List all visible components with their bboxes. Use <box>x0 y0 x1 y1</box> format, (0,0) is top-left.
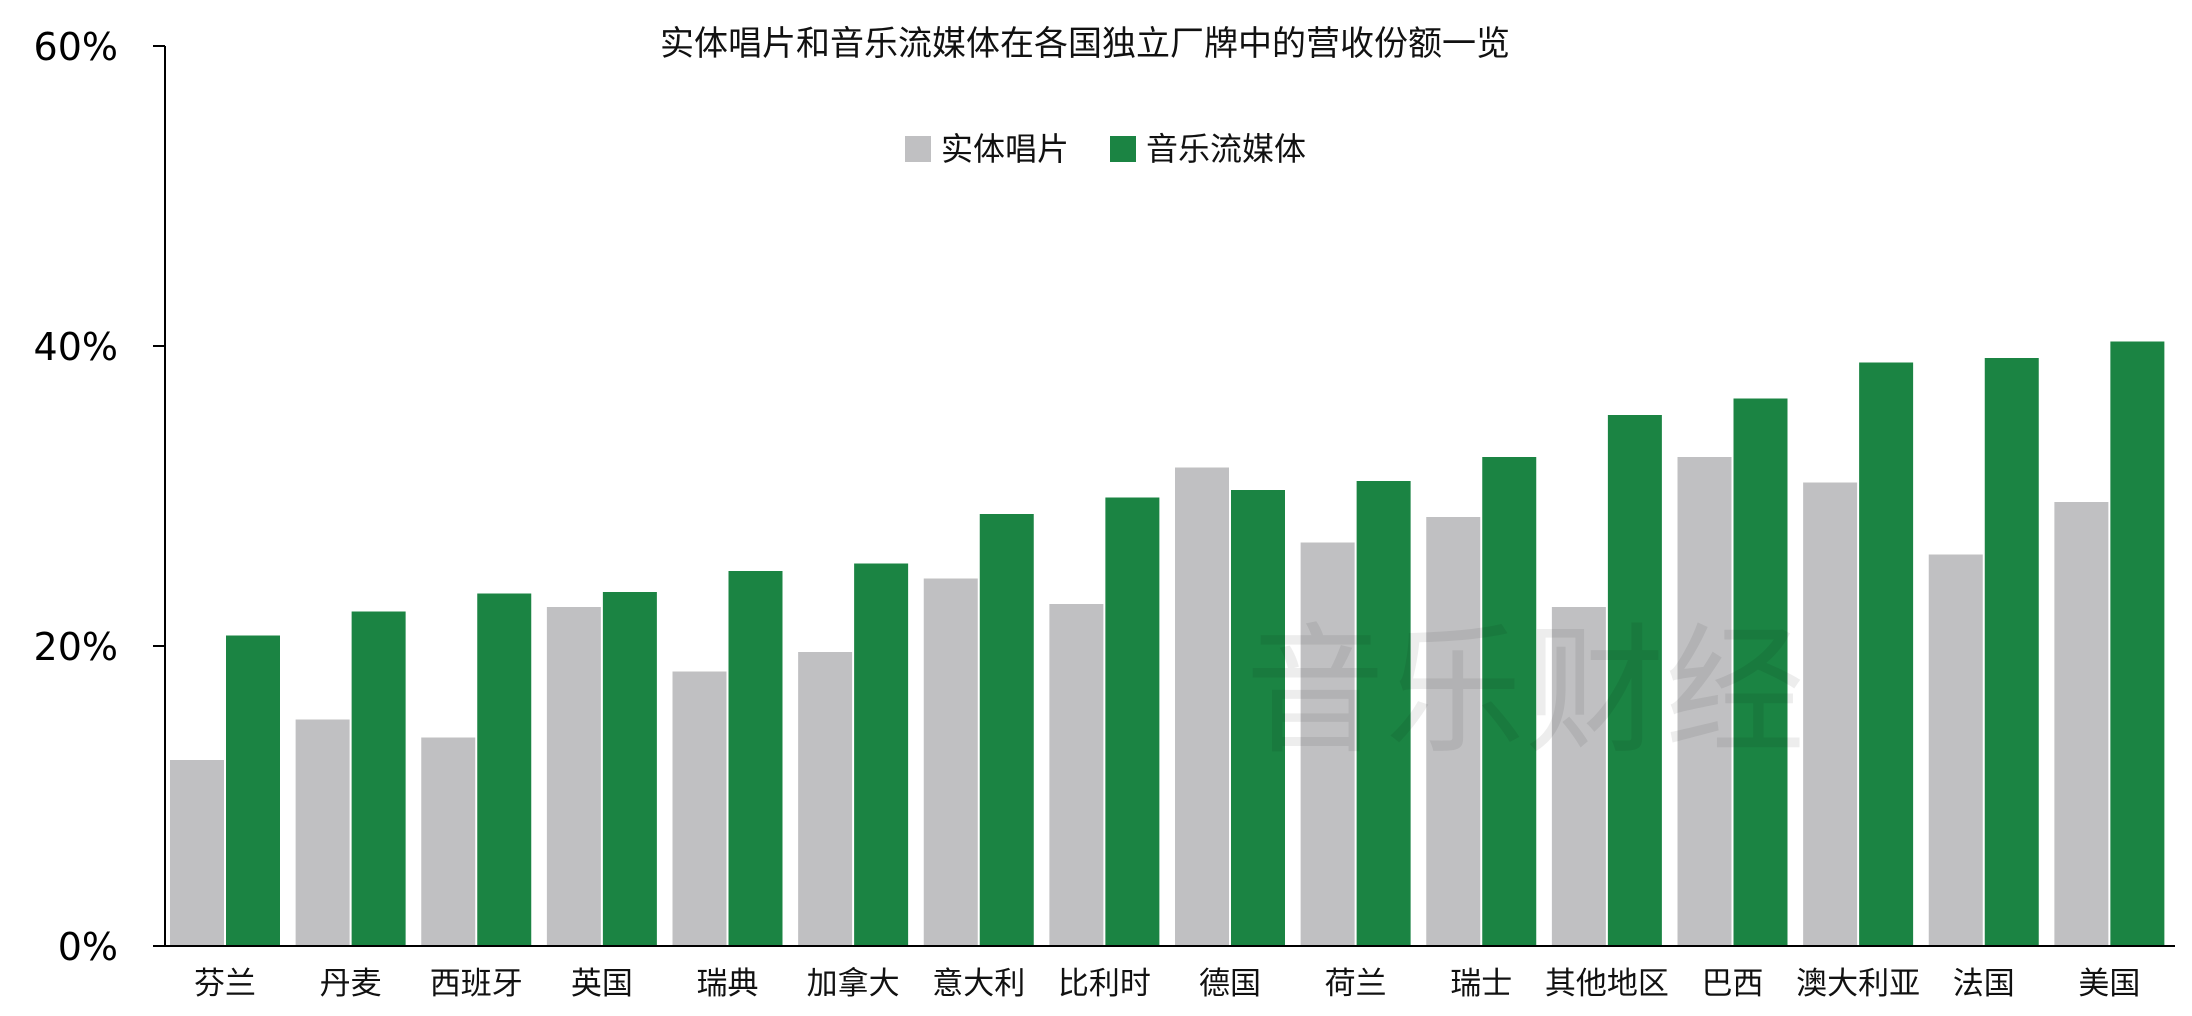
x-tick-label: 意大利 <box>932 966 1025 1002</box>
bar-streaming-7 <box>1105 497 1160 946</box>
y-axis: 0% 20% 40% 60% <box>34 25 166 969</box>
bar-physical-3 <box>546 607 601 946</box>
bar-physical-6 <box>923 578 978 946</box>
bar-streaming-11 <box>1607 415 1662 946</box>
x-tick-label: 丹麦 <box>320 966 382 1002</box>
bar-physical-13 <box>1803 482 1858 946</box>
watermark: 音乐财经 <box>1245 611 1805 774</box>
y-tick-label: 20% <box>34 625 118 669</box>
bar-physical-14 <box>1928 554 1983 946</box>
bar-streaming-15 <box>2110 341 2165 946</box>
bar-physical-4 <box>672 671 727 946</box>
x-tick-label: 瑞典 <box>697 966 759 1002</box>
bar-physical-10 <box>1426 517 1481 946</box>
x-axis: 芬兰 丹麦 西班牙 英国 瑞典 加拿大 意大利 比利时 德国 荷兰 瑞士 其他地区 巴西 澳大利亚 法国 美国 <box>165 945 2175 1002</box>
bar-streaming-2 <box>477 593 532 946</box>
x-tick-label: 荷兰 <box>1325 966 1387 1002</box>
bar-streaming-4 <box>728 571 783 946</box>
bar-physical-0 <box>170 760 224 946</box>
y-tick-label: 0% <box>58 925 118 969</box>
legend-item-streaming-label: 音乐流媒体 <box>1146 130 1306 168</box>
bar-streaming-12 <box>1733 398 1788 946</box>
legend: 实体唱片 音乐流媒体 <box>905 130 1306 168</box>
bar-streaming-3 <box>602 592 657 946</box>
x-tick-label: 法国 <box>1953 966 2015 1002</box>
bar-streaming-0 <box>226 635 280 946</box>
x-tick-label: 美国 <box>2078 966 2140 1002</box>
bar-physical-2 <box>421 737 476 946</box>
bar-physical-7 <box>1049 604 1104 946</box>
chart-title: 实体唱片和音乐流媒体在各国独立厂牌中的营收份额一览 <box>660 24 1510 64</box>
x-tick-label: 芬兰 <box>194 966 256 1002</box>
bar-physical-8 <box>1175 467 1229 946</box>
bar-physical-9 <box>1300 542 1355 946</box>
bar-streaming-8 <box>1231 490 1285 946</box>
legend-item-physical-swatch <box>905 136 931 162</box>
bar-streaming-1 <box>351 611 406 946</box>
bar-physical-1 <box>295 719 350 946</box>
y-tick-label: 40% <box>34 325 118 369</box>
bar-streaming-10 <box>1482 457 1537 946</box>
x-tick-label: 巴西 <box>1702 966 1764 1002</box>
bar-physical-5 <box>798 652 853 946</box>
legend-item-streaming-swatch <box>1110 136 1136 162</box>
x-tick-label: 德国 <box>1199 966 1261 1002</box>
x-tick-label: 澳大利亚 <box>1796 966 1920 1002</box>
x-tick-label: 比利时 <box>1058 966 1151 1002</box>
x-tick-label: 瑞士 <box>1450 966 1512 1002</box>
bar-streaming-13 <box>1859 362 1914 946</box>
bar-physical-12 <box>1677 457 1732 946</box>
bar-streaming-6 <box>979 514 1034 946</box>
legend-item-physical-label: 实体唱片 <box>941 130 1069 168</box>
x-tick-label: 英国 <box>571 966 633 1002</box>
x-tick-label: 加拿大 <box>807 966 900 1002</box>
x-tick-label: 西班牙 <box>430 966 523 1002</box>
bar-streaming-5 <box>854 563 909 946</box>
bar-physical-11 <box>1551 607 1606 946</box>
bar-streaming-14 <box>1984 358 2039 946</box>
x-tick-label: 其他地区 <box>1545 966 1669 1002</box>
bar-streaming-9 <box>1356 481 1411 946</box>
y-tick-label: 60% <box>34 25 118 69</box>
bars <box>170 341 2165 946</box>
bar-physical-15 <box>2054 502 2109 946</box>
